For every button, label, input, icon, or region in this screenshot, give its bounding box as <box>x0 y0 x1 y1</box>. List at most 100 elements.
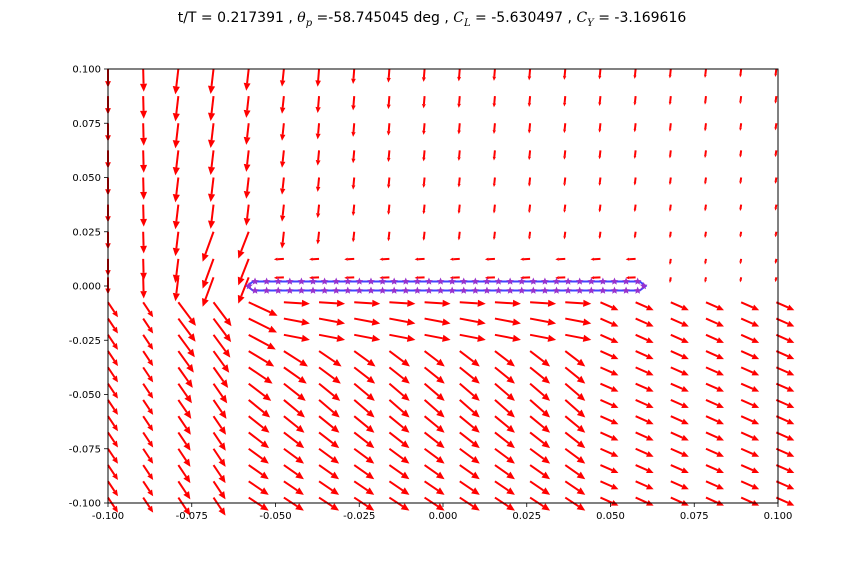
vector-head <box>112 343 118 350</box>
velocity-vector <box>493 204 496 211</box>
vector-head <box>436 392 445 401</box>
velocity-vector <box>705 447 719 455</box>
velocity-vector <box>317 150 321 161</box>
vector-head <box>295 471 304 480</box>
vector-head <box>739 101 742 105</box>
vector-head <box>201 279 209 289</box>
velocity-vector <box>352 231 356 239</box>
vector-head <box>332 375 341 384</box>
vector-head <box>315 186 321 192</box>
vector-head <box>365 503 375 511</box>
velocity-vector <box>387 177 391 185</box>
vector-head <box>646 467 654 474</box>
velocity-vector <box>175 123 180 141</box>
velocity-vector <box>246 177 250 192</box>
vector-head <box>172 274 180 284</box>
body-marker <box>367 286 375 294</box>
vector-head <box>140 164 148 173</box>
velocity-vector <box>598 123 602 130</box>
velocity-vector <box>142 497 151 508</box>
vector-head <box>598 102 602 107</box>
vector-head <box>219 394 228 404</box>
vector-head <box>172 140 180 149</box>
velocity-vector <box>353 496 369 508</box>
vector-head <box>280 242 286 249</box>
vector-head <box>541 487 551 495</box>
vector-head <box>786 483 795 490</box>
vector-head <box>786 320 795 327</box>
vector-head <box>112 391 118 399</box>
velocity-vector <box>528 204 532 211</box>
body-marker <box>343 277 352 285</box>
vector-head <box>243 136 251 145</box>
vector-head <box>506 358 515 367</box>
velocity-vector <box>635 480 648 488</box>
vector-head <box>633 182 637 186</box>
vector-head <box>172 167 180 176</box>
velocity-vector <box>740 317 754 325</box>
velocity-vector <box>318 431 334 445</box>
vector-head <box>366 358 376 367</box>
velocity-vector <box>493 68 496 77</box>
vector-head <box>541 424 551 433</box>
velocity-vector <box>600 480 613 488</box>
body-marker <box>552 286 561 294</box>
velocity-vector <box>353 366 370 380</box>
vector-head <box>739 154 742 158</box>
vector-head <box>139 110 148 119</box>
velocity-vector <box>389 333 408 340</box>
velocity-vector <box>352 150 356 159</box>
velocity-vector <box>248 317 271 330</box>
velocity-vector <box>177 317 192 336</box>
cl-symbol: C <box>453 10 464 26</box>
vector-head <box>751 386 760 392</box>
vector-head <box>492 103 497 108</box>
velocity-vector <box>283 301 302 305</box>
vector-head <box>401 409 410 418</box>
velocity-vector <box>240 276 250 297</box>
x-tick-label: 0.050 <box>596 511 625 522</box>
vector-head <box>379 257 383 261</box>
vector-head <box>436 358 445 367</box>
velocity-vector <box>353 399 370 414</box>
velocity-vector <box>598 204 602 210</box>
velocity-vector <box>248 480 263 492</box>
vector-head <box>172 292 180 302</box>
vector-head <box>681 483 689 490</box>
velocity-vector <box>107 334 116 346</box>
body-marker <box>564 277 572 285</box>
velocity-vector <box>318 333 338 340</box>
velocity-vector <box>458 150 461 158</box>
velocity-vector <box>281 231 285 243</box>
vector-head <box>435 471 445 480</box>
vector-head <box>751 353 760 360</box>
vector-head <box>301 334 310 342</box>
velocity-vector <box>107 480 116 492</box>
velocity-vector <box>388 350 405 363</box>
vector-head <box>295 503 304 511</box>
vector-head <box>739 234 742 238</box>
velocity-vector <box>212 448 223 462</box>
title-part1: t/T = 0.217391 , <box>177 10 298 26</box>
vector-head <box>436 375 445 384</box>
theta-symbol: θ <box>297 10 306 26</box>
velocity-vector <box>459 301 478 305</box>
vector-head <box>668 208 672 212</box>
velocity-vector <box>600 447 613 455</box>
airfoil-body <box>245 277 648 294</box>
vector-head <box>365 471 375 480</box>
vector-head <box>484 257 489 261</box>
vector-head <box>739 207 742 211</box>
vector-head <box>786 467 795 474</box>
velocity-vector <box>248 399 265 414</box>
vector-head <box>704 154 707 158</box>
vector-head <box>541 455 551 464</box>
vector-head <box>598 209 602 213</box>
vector-head <box>681 369 689 376</box>
cy-symbol: C <box>576 10 588 26</box>
vector-head <box>681 434 689 441</box>
vector-head <box>336 318 346 326</box>
velocity-vector <box>422 204 426 212</box>
velocity-vector <box>530 301 549 305</box>
body-marker <box>332 277 340 285</box>
